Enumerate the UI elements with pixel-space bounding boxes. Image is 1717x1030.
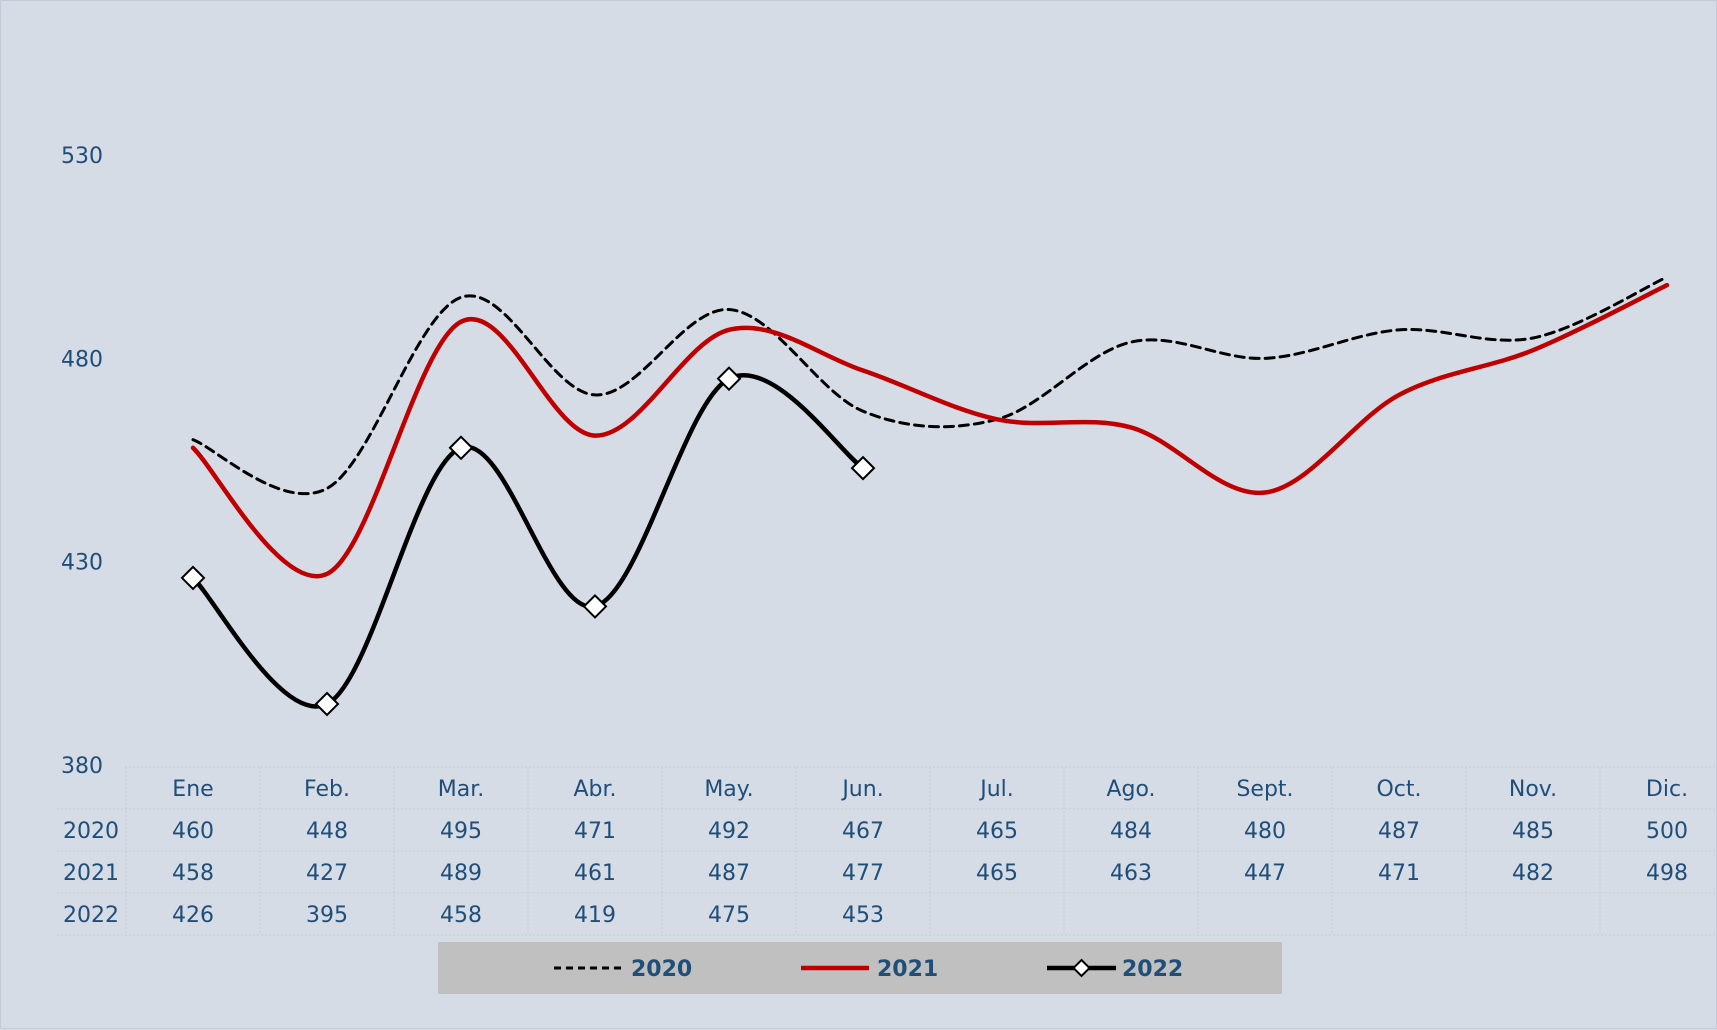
- table-cell-2020-oct: 487: [1378, 819, 1420, 844]
- x-tick-label-abr: Abr.: [573, 777, 616, 802]
- marker-2022-jun: [850, 455, 876, 481]
- x-tick-label-mar: Mar.: [438, 777, 484, 802]
- table-cell-2020-ago: 484: [1110, 819, 1152, 844]
- table-cell-2021-feb: 427: [306, 861, 348, 886]
- table-cell-2021-ago: 463: [1110, 861, 1152, 886]
- table-cell-2020-abr: 471: [574, 819, 616, 844]
- table-cell-2021-may: 487: [708, 861, 750, 886]
- table-row-label-2022: 2022: [63, 903, 119, 928]
- table-row-label-2021: 2021: [63, 861, 119, 886]
- legend-label-2020: 2020: [631, 957, 692, 982]
- table-cell-2022-ene: 426: [172, 903, 214, 928]
- y-tick-label-480: 480: [61, 347, 103, 372]
- x-tick-label-dic: Dic.: [1646, 777, 1688, 802]
- x-tick-label-jun: Jun.: [840, 777, 883, 802]
- table-cell-2020-sept: 480: [1244, 819, 1286, 844]
- table-cell-2020-nov: 485: [1512, 819, 1554, 844]
- table-cell-2021-abr: 461: [574, 861, 616, 886]
- marker-2022-ene: [180, 565, 206, 591]
- table-cell-2022-abr: 419: [574, 903, 616, 928]
- table-cell-2021-oct: 471: [1378, 861, 1420, 886]
- x-tick-label-oct: Oct.: [1376, 777, 1421, 802]
- table-cell-2020-may: 492: [708, 819, 750, 844]
- table-cell-2020-mar: 495: [440, 819, 482, 844]
- marker-2022-abr: [582, 593, 608, 619]
- table-cell-2022-jun: 453: [842, 903, 884, 928]
- marker-2022-feb: [314, 691, 340, 717]
- table-cell-2021-jun: 477: [842, 861, 884, 886]
- x-tick-label-ago: Ago.: [1106, 777, 1155, 802]
- series-line-2022: [190, 373, 866, 709]
- table-cell-2021-dic: 498: [1646, 861, 1688, 886]
- series-line-2020: [191, 275, 1669, 496]
- data-table: 2020 460 448 495 471 492 467 465 484 480 487 485 500…: [63, 819, 1688, 928]
- marker-2022-mar: [448, 435, 474, 461]
- table-cell-2021-nov: 482: [1512, 861, 1554, 886]
- y-tick-label-530: 530: [61, 144, 103, 169]
- x-tick-label-sept: Sept.: [1236, 777, 1293, 802]
- x-tick-label-ene: Ene: [172, 777, 213, 802]
- table-cell-2020-jul: 465: [976, 819, 1018, 844]
- x-tick-label-jul: Jul.: [978, 777, 1014, 802]
- x-tick-label-feb: Feb.: [304, 777, 350, 802]
- legend-label-2021: 2021: [877, 957, 938, 982]
- data-table-grid: [57, 766, 1717, 936]
- x-tick-label-nov: Nov.: [1509, 777, 1557, 802]
- table-cell-2020-ene: 460: [172, 819, 214, 844]
- x-tick-label-may: May.: [704, 777, 753, 802]
- y-axis: 380 430 480 530: [61, 144, 103, 779]
- series-line-2021: [190, 282, 1670, 579]
- x-axis: Ene Feb. Mar. Abr. May. Jun. Jul. Ago. Sept. Oct.…: [172, 777, 1688, 802]
- series-markers: [180, 366, 876, 717]
- table-cell-2020-feb: 448: [306, 819, 348, 844]
- table-cell-2020-jun: 467: [842, 819, 884, 844]
- table-cell-2022-mar: 458: [440, 903, 482, 928]
- table-cell-2021-sept: 447: [1244, 861, 1286, 886]
- table-cell-2022-feb: 395: [306, 903, 348, 928]
- series-lines: [190, 275, 1670, 709]
- table-cell-2021-mar: 489: [440, 861, 482, 886]
- marker-2022-may: [716, 366, 742, 392]
- legend-label-2022: 2022: [1122, 957, 1183, 982]
- y-tick-label-430: 430: [61, 551, 103, 576]
- legend: 2020 2021 2022: [438, 942, 1282, 994]
- table-cell-2022-may: 475: [708, 903, 750, 928]
- table-cell-2021-ene: 458: [172, 861, 214, 886]
- legend-marker-2022: [1072, 958, 1091, 978]
- table-row-label-2020: 2020: [63, 819, 119, 844]
- y-tick-label-380: 380: [61, 754, 103, 779]
- table-cell-2020-dic: 500: [1646, 819, 1688, 844]
- table-cell-2021-jul: 465: [976, 861, 1018, 886]
